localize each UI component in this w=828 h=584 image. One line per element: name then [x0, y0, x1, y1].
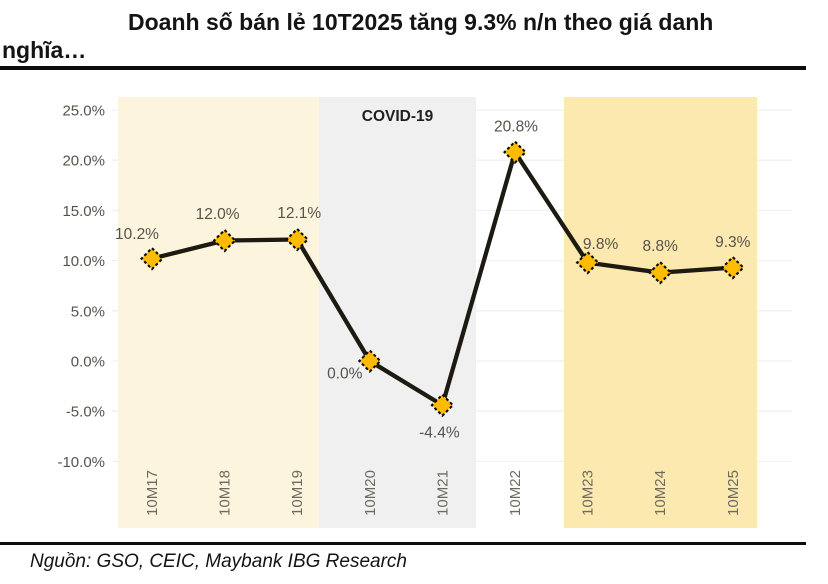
data-point-marker — [285, 227, 310, 252]
data-point-label: -4.4% — [419, 425, 460, 442]
data-point-label: 9.3% — [715, 234, 751, 251]
data-point-label: 10.2% — [115, 226, 159, 243]
x-axis-tick-label: 10M19 — [289, 470, 306, 516]
footer-divider — [0, 542, 806, 545]
y-axis-tick-label: 25.0% — [62, 103, 105, 120]
region-post-covid — [564, 97, 757, 528]
x-axis-tick-label: 10M23 — [580, 470, 597, 516]
x-axis-tick-label: 10M21 — [434, 470, 451, 516]
chart-title-line1: Doanh số bán lẻ 10T2025 tăng 9.3% n/n th… — [128, 9, 714, 35]
y-axis-tick-label: 0.0% — [71, 354, 105, 371]
data-point-marker — [357, 349, 382, 373]
y-axis-tick-label: 5.0% — [71, 303, 105, 320]
retail-sales-line-chart: COVID-19 25.0% 20.0% 15.0% 10.0% 5.0% 0.0% -5.0… — [57, 97, 792, 528]
x-axis-tick-label: 10M17 — [144, 470, 161, 516]
chart-title-line2: nghĩa… — [2, 37, 87, 63]
data-point-label: 8.8% — [643, 238, 679, 255]
y-axis-tick-label: -5.0% — [66, 404, 105, 421]
x-axis-tick-label: 10M22 — [507, 470, 524, 516]
x-axis-tick-label: 10M24 — [652, 470, 669, 516]
data-point-marker — [575, 250, 600, 275]
covid19-annotation: COVID-19 — [362, 108, 434, 125]
data-point-label: 12.1% — [277, 205, 321, 222]
data-point-marker — [430, 393, 455, 418]
chart-title: Doanh số bán lẻ 10T2025 tăng 9.3% n/n th… — [0, 8, 806, 70]
y-axis-tick-label: 10.0% — [62, 253, 105, 270]
region-covid — [319, 97, 476, 528]
data-point-label: 9.8% — [583, 236, 619, 253]
x-axis-tick-label: 10M20 — [362, 470, 379, 516]
data-point-marker — [503, 140, 527, 165]
data-point-label: 0.0% — [327, 366, 363, 383]
y-axis-tick-label: 15.0% — [62, 203, 105, 220]
data-point-marker — [212, 228, 237, 253]
data-point-label: 20.8% — [494, 119, 538, 136]
y-axis-tick-label: -10.0% — [57, 454, 105, 471]
y-axis-tick-label: 20.0% — [62, 153, 105, 170]
region-pre-covid — [118, 97, 319, 528]
x-axis-tick-label: 10M18 — [217, 470, 234, 516]
x-axis-tick-label: 10M25 — [725, 470, 742, 516]
source-note: Nguồn: GSO, CEIC, Maybank IBG Research — [30, 551, 407, 572]
data-point-label: 12.0% — [196, 206, 240, 223]
